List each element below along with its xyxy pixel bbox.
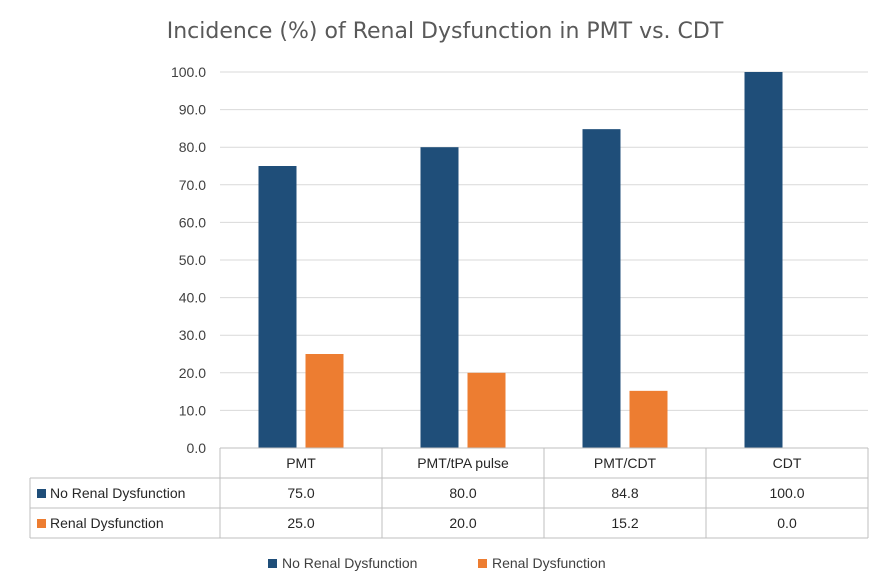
table-legend-key — [37, 489, 46, 498]
y-tick-label: 20.0 — [179, 365, 206, 381]
y-tick-label: 50.0 — [179, 252, 206, 268]
table-cell-value: 0.0 — [777, 515, 797, 531]
table-cell-value: 15.2 — [611, 515, 638, 531]
x-category-label: PMT/CDT — [594, 455, 657, 471]
table-cell-value: 80.0 — [449, 485, 476, 501]
legend: No Renal Dysfunction Renal Dysfunction — [268, 555, 606, 571]
table-series-label: No Renal Dysfunction — [50, 485, 185, 501]
legend-swatch — [268, 559, 277, 568]
legend-label: Renal Dysfunction — [492, 555, 606, 571]
x-category-label: PMT/tPA pulse — [417, 455, 509, 471]
table-legend-key — [37, 519, 46, 528]
chart-title: Incidence (%) of Renal Dysfunction in PM… — [167, 19, 724, 44]
y-tick-label: 100.0 — [171, 64, 206, 80]
y-tick-label: 0.0 — [187, 440, 207, 456]
table-series-label: Renal Dysfunction — [50, 515, 164, 531]
y-tick-label: 60.0 — [179, 214, 206, 230]
bar-renal-dysfunction — [629, 390, 668, 448]
y-tick-label: 70.0 — [179, 177, 206, 193]
table-cell-value: 20.0 — [449, 515, 476, 531]
x-category-label: CDT — [773, 455, 802, 471]
y-tick-label: 90.0 — [179, 102, 206, 118]
table-cell-value: 100.0 — [769, 485, 804, 501]
bar-no-renal-dysfunction — [744, 72, 783, 448]
table-cell-value: 25.0 — [287, 515, 314, 531]
y-tick-label: 40.0 — [179, 290, 206, 306]
legend-swatch — [478, 559, 487, 568]
data-table: PMT PMT/tPA pulse PMT/CDT CDT No Renal Dysfu… — [29, 447, 869, 539]
table-cell-value: 75.0 — [287, 485, 314, 501]
table-cell-value: 84.8 — [611, 485, 638, 501]
bar-no-renal-dysfunction — [420, 147, 459, 448]
legend-label: No Renal Dysfunction — [282, 555, 417, 571]
y-tick-label: 30.0 — [179, 327, 206, 343]
bar-renal-dysfunction — [467, 372, 506, 448]
y-axis-ticks: 0.0 10.0 20.0 30.0 40.0 50.0 60.0 70.0 80.0 90.0 1… — [171, 64, 206, 456]
bar-no-renal-dysfunction — [582, 129, 621, 449]
y-tick-label: 10.0 — [179, 402, 206, 418]
bars — [258, 72, 783, 449]
bar-renal-dysfunction — [305, 354, 344, 448]
bar-no-renal-dysfunction — [258, 166, 297, 448]
y-tick-label: 80.0 — [179, 139, 206, 155]
x-category-label: PMT — [286, 455, 316, 471]
